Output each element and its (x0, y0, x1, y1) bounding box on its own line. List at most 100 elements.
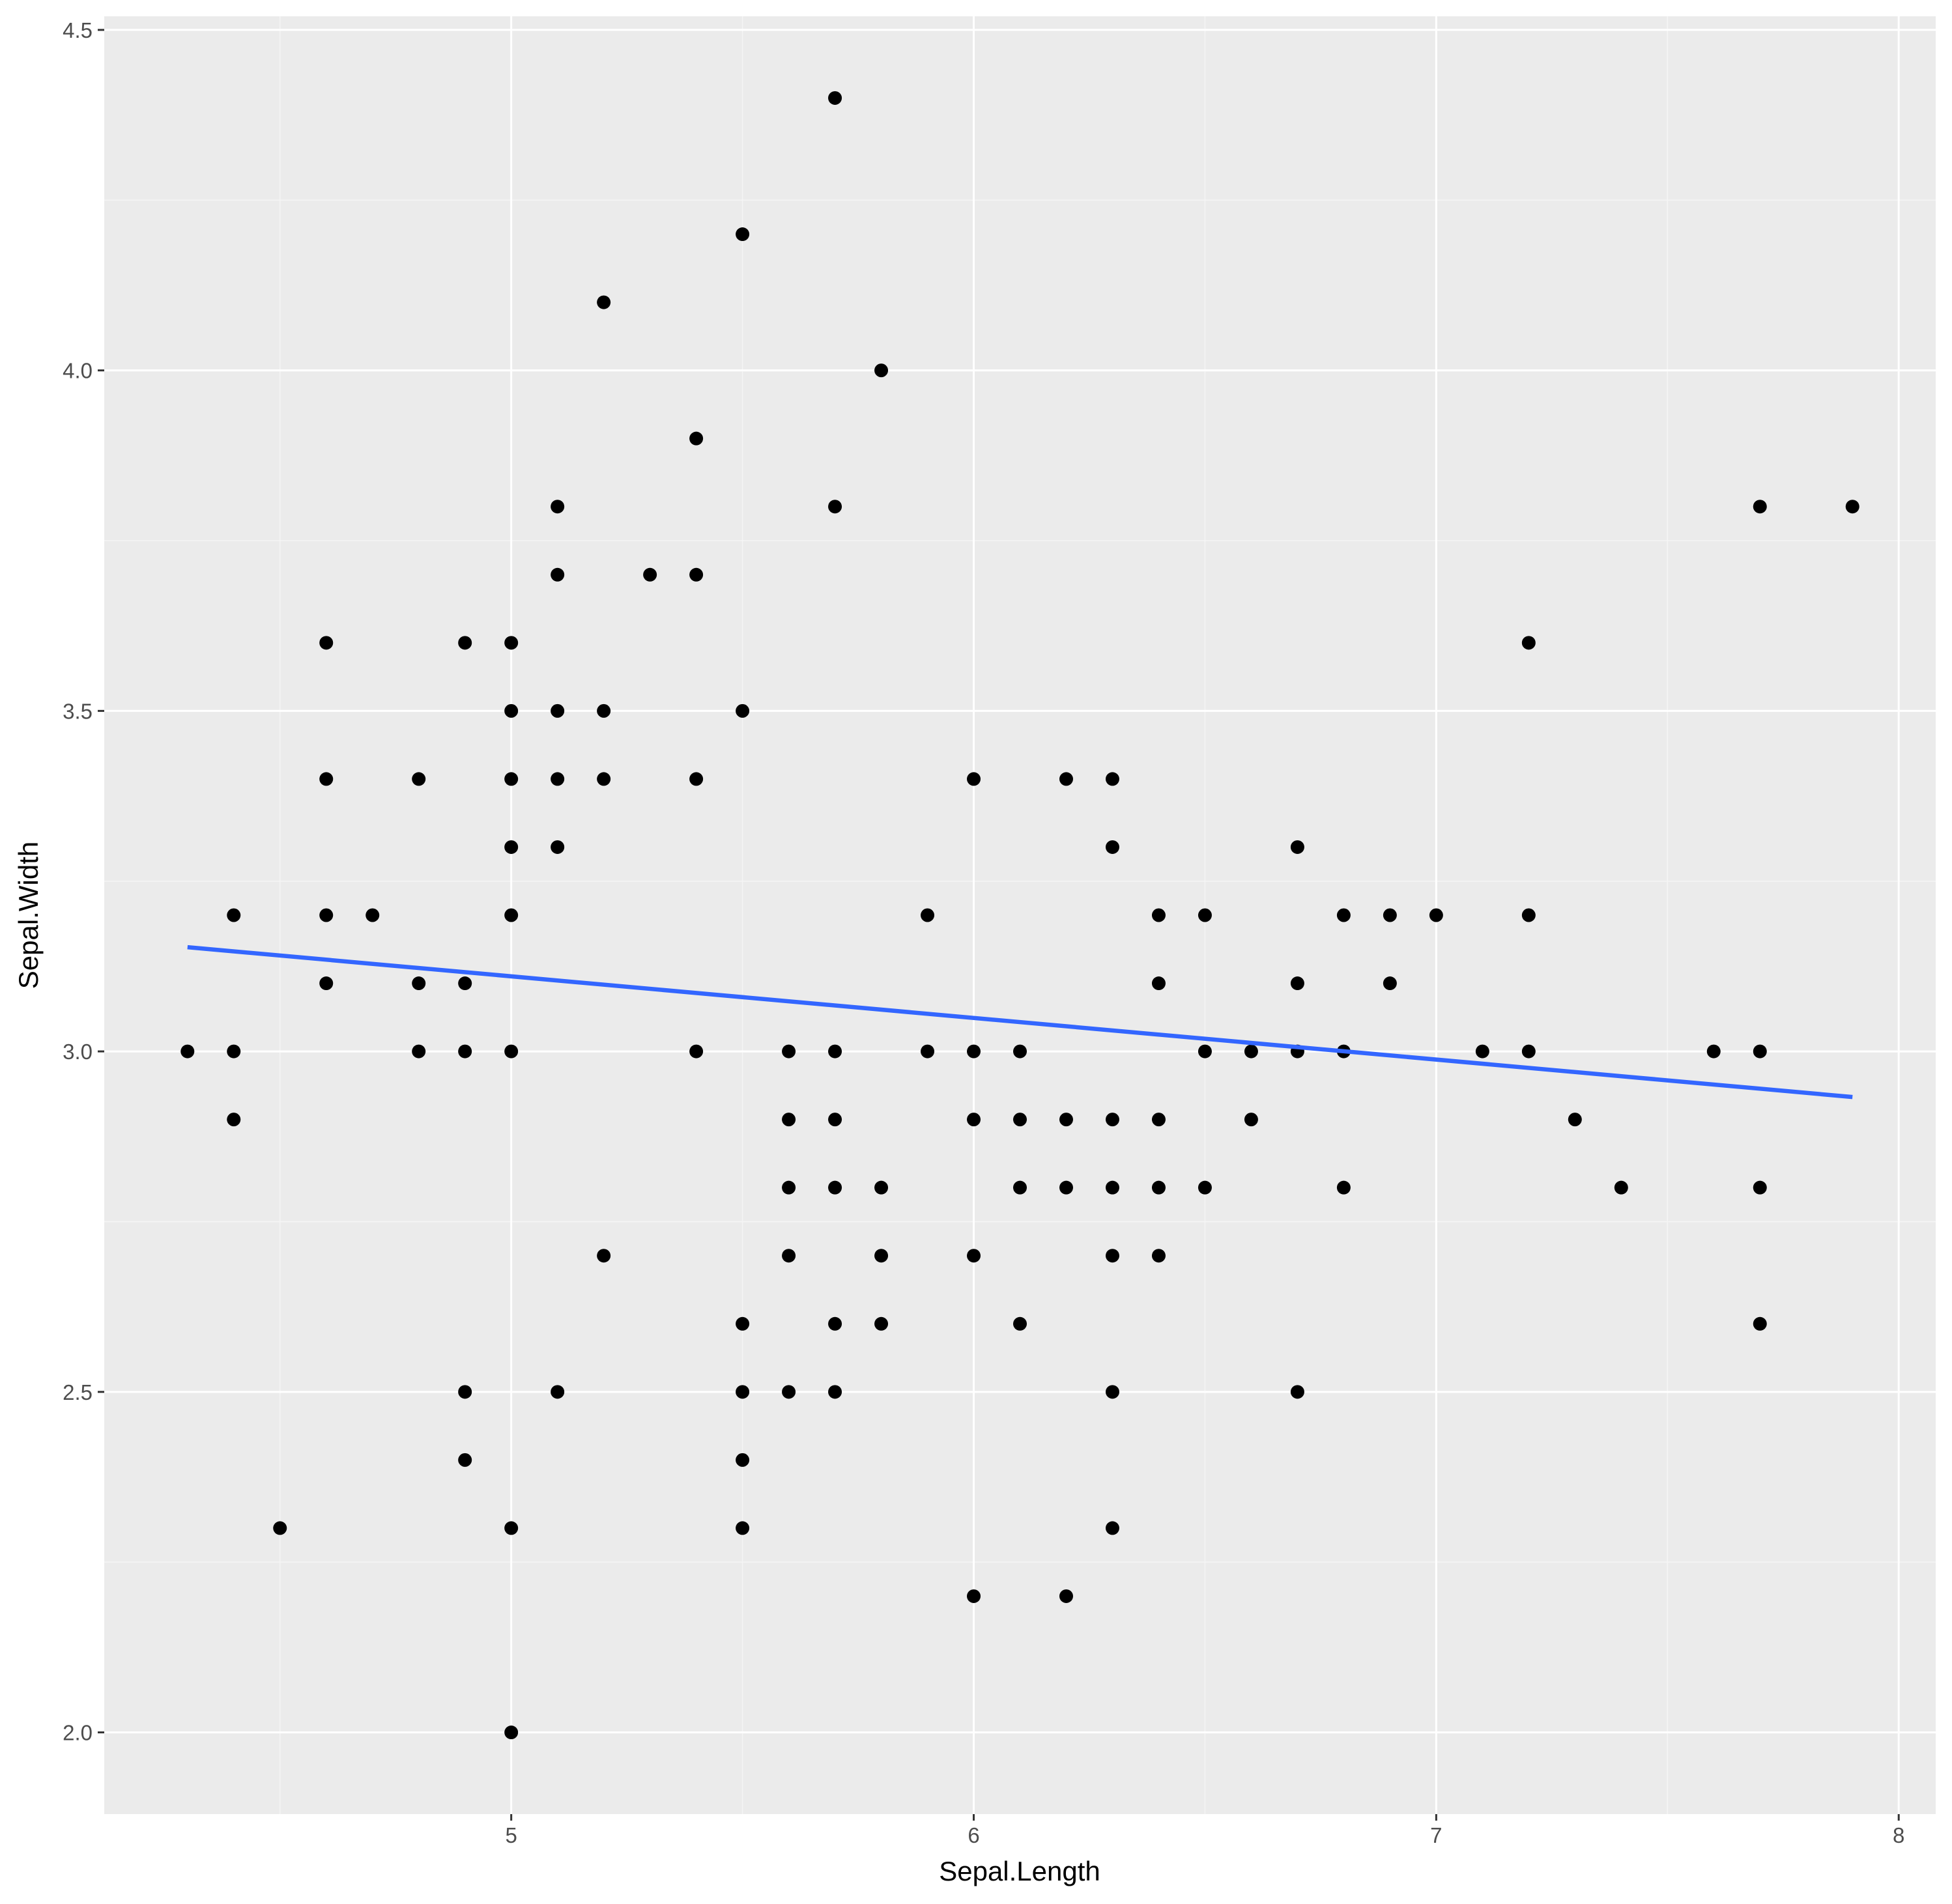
data-point (967, 1249, 981, 1263)
data-point (921, 1044, 935, 1059)
data-point (412, 772, 426, 786)
data-point (412, 1044, 426, 1059)
data-point (1105, 1249, 1119, 1263)
data-point (227, 1113, 241, 1127)
data-point (689, 431, 704, 446)
regression-line (187, 945, 1853, 1100)
data-point (504, 1726, 519, 1740)
data-point (1429, 908, 1443, 922)
data-point (874, 363, 889, 378)
data-point (1753, 1316, 1767, 1331)
data-point (874, 1249, 889, 1263)
data-point (1198, 908, 1212, 922)
data-point (782, 1180, 796, 1195)
data-point (1059, 772, 1073, 786)
data-point (1336, 908, 1351, 922)
data-point (1198, 1044, 1212, 1059)
data-point (1244, 1113, 1258, 1127)
data-point (1105, 1180, 1119, 1195)
data-point (921, 908, 935, 922)
data-point (1290, 976, 1304, 991)
data-point (1198, 1180, 1212, 1195)
data-point (1105, 840, 1119, 854)
data-point (1013, 1113, 1027, 1127)
y-tick-label: 2.0 (63, 1721, 93, 1745)
y-tick-label: 2.5 (63, 1380, 93, 1404)
data-point (1151, 1113, 1166, 1127)
y-axis-title: Sepal.Width (13, 842, 44, 989)
data-point (319, 976, 334, 991)
data-point (1614, 1180, 1628, 1195)
data-point (1521, 1044, 1536, 1059)
data-point (1105, 772, 1119, 786)
data-point (504, 703, 519, 718)
data-point (828, 1385, 842, 1399)
data-point (1151, 908, 1166, 922)
data-point (736, 1316, 750, 1331)
x-tick-label: 6 (968, 1823, 979, 1847)
data-point (597, 772, 611, 786)
data-point (736, 1521, 750, 1535)
data-point (967, 1044, 981, 1059)
data-point (1475, 1044, 1489, 1059)
data-point (1706, 1044, 1721, 1059)
data-point (458, 1385, 472, 1399)
x-tick-label: 8 (1893, 1823, 1904, 1847)
data-point (874, 1180, 889, 1195)
data-point (551, 703, 565, 718)
data-point (1059, 1589, 1073, 1603)
data-point (504, 908, 519, 922)
data-point (551, 500, 565, 514)
data-point (597, 703, 611, 718)
data-point (551, 772, 565, 786)
data-point (782, 1249, 796, 1263)
data-point (412, 976, 426, 991)
data-point (782, 1385, 796, 1399)
data-point (689, 567, 704, 582)
data-point (597, 1249, 611, 1263)
data-point (1151, 1249, 1166, 1263)
data-point (689, 1044, 704, 1059)
data-point (1151, 976, 1166, 991)
trend-layer (187, 945, 1853, 1100)
data-point (1059, 1180, 1073, 1195)
data-point (227, 1044, 241, 1059)
data-point (782, 1113, 796, 1127)
data-point (319, 772, 334, 786)
x-tick-label: 7 (1430, 1823, 1442, 1847)
data-point (1105, 1113, 1119, 1127)
data-point (1383, 976, 1397, 991)
data-point (1753, 1180, 1767, 1195)
data-point (319, 636, 334, 650)
data-point (874, 1316, 889, 1331)
data-point (504, 636, 519, 650)
x-axis-title: Sepal.Length (939, 1856, 1100, 1886)
y-tick-label: 3.0 (63, 1040, 93, 1064)
data-point (1290, 1385, 1304, 1399)
data-point (1336, 1180, 1351, 1195)
data-point (828, 1113, 842, 1127)
data-point (319, 908, 334, 922)
data-point (458, 1453, 472, 1467)
data-point (828, 1044, 842, 1059)
data-point (458, 976, 472, 991)
data-point (551, 1385, 565, 1399)
data-point (504, 840, 519, 854)
y-tick-label: 4.5 (63, 18, 93, 42)
data-point (1105, 1385, 1119, 1399)
data-point (1244, 1044, 1258, 1059)
data-point (504, 772, 519, 786)
data-point (782, 1044, 796, 1059)
data-point (1383, 908, 1397, 922)
data-point (828, 500, 842, 514)
data-point (1013, 1044, 1027, 1059)
data-point (597, 295, 611, 309)
data-point (504, 1521, 519, 1535)
data-point (458, 1044, 472, 1059)
data-point (1568, 1113, 1582, 1127)
data-point (1013, 1180, 1027, 1195)
data-point (1753, 1044, 1767, 1059)
x-axis-ticks: 5 6 7 8 (505, 1814, 1904, 1847)
data-point (551, 840, 565, 854)
